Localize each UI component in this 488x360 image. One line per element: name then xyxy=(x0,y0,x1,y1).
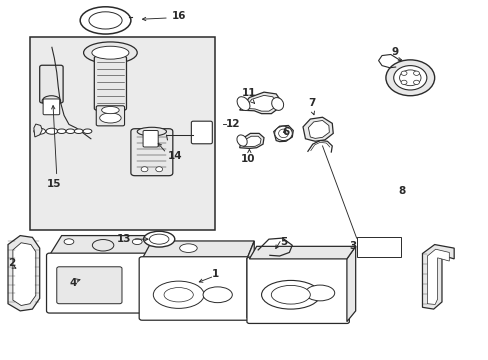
Ellipse shape xyxy=(305,285,334,301)
Ellipse shape xyxy=(92,46,129,59)
Polygon shape xyxy=(303,117,332,141)
Polygon shape xyxy=(249,246,355,259)
Ellipse shape xyxy=(413,80,419,85)
Text: 16: 16 xyxy=(171,11,185,21)
Text: 8: 8 xyxy=(397,186,405,197)
Polygon shape xyxy=(49,235,168,255)
Ellipse shape xyxy=(92,239,114,251)
Bar xyxy=(30,37,215,230)
FancyBboxPatch shape xyxy=(40,65,63,103)
Text: 6: 6 xyxy=(282,127,289,136)
Ellipse shape xyxy=(42,96,61,107)
Polygon shape xyxy=(273,126,293,141)
Polygon shape xyxy=(13,243,36,306)
Ellipse shape xyxy=(400,71,406,75)
FancyBboxPatch shape xyxy=(139,257,249,320)
FancyBboxPatch shape xyxy=(143,131,158,147)
Ellipse shape xyxy=(34,128,45,134)
Ellipse shape xyxy=(237,97,249,111)
Ellipse shape xyxy=(149,234,168,244)
Polygon shape xyxy=(308,121,329,138)
Text: 7: 7 xyxy=(307,98,315,108)
Ellipse shape xyxy=(141,167,148,172)
Text: 13: 13 xyxy=(117,234,131,244)
Ellipse shape xyxy=(89,12,122,29)
Text: 11: 11 xyxy=(242,88,256,98)
FancyBboxPatch shape xyxy=(96,106,124,126)
Polygon shape xyxy=(8,235,40,311)
Ellipse shape xyxy=(102,107,119,114)
FancyBboxPatch shape xyxy=(43,99,60,115)
Ellipse shape xyxy=(261,280,320,309)
Polygon shape xyxy=(422,244,453,309)
FancyBboxPatch shape xyxy=(191,121,212,144)
Ellipse shape xyxy=(80,7,131,34)
Text: 10: 10 xyxy=(241,154,255,164)
FancyBboxPatch shape xyxy=(57,267,122,304)
Polygon shape xyxy=(244,95,276,111)
FancyBboxPatch shape xyxy=(46,253,162,313)
Bar xyxy=(356,237,400,257)
Text: 15: 15 xyxy=(47,179,61,189)
Ellipse shape xyxy=(46,128,58,134)
FancyBboxPatch shape xyxy=(131,129,172,176)
Polygon shape xyxy=(427,249,448,305)
Ellipse shape xyxy=(399,70,420,86)
Ellipse shape xyxy=(271,285,310,304)
Ellipse shape xyxy=(237,135,246,146)
Text: 9: 9 xyxy=(390,48,397,57)
Text: 12: 12 xyxy=(225,120,240,129)
FancyBboxPatch shape xyxy=(246,257,348,323)
Polygon shape xyxy=(346,246,355,321)
Ellipse shape xyxy=(274,126,292,140)
Ellipse shape xyxy=(66,129,75,134)
Polygon shape xyxy=(159,235,168,311)
Polygon shape xyxy=(246,241,254,318)
Ellipse shape xyxy=(179,244,197,252)
Text: 14: 14 xyxy=(167,150,182,161)
Ellipse shape xyxy=(57,129,66,134)
Ellipse shape xyxy=(163,288,193,302)
Text: 2: 2 xyxy=(8,258,15,268)
Ellipse shape xyxy=(278,129,288,138)
Ellipse shape xyxy=(271,98,283,111)
Text: 5: 5 xyxy=(279,237,286,247)
Text: 1: 1 xyxy=(211,269,219,279)
Ellipse shape xyxy=(100,113,121,123)
Polygon shape xyxy=(239,134,264,148)
Polygon shape xyxy=(34,124,42,137)
Ellipse shape xyxy=(156,167,162,172)
Ellipse shape xyxy=(74,129,83,134)
Ellipse shape xyxy=(83,129,92,134)
Ellipse shape xyxy=(413,71,419,75)
Ellipse shape xyxy=(83,42,137,63)
Ellipse shape xyxy=(385,60,434,96)
Ellipse shape xyxy=(400,80,406,85)
Ellipse shape xyxy=(132,239,142,244)
Text: 3: 3 xyxy=(349,241,356,251)
Polygon shape xyxy=(142,241,254,259)
Ellipse shape xyxy=(153,281,203,309)
Ellipse shape xyxy=(137,127,166,136)
Ellipse shape xyxy=(203,287,232,303)
Ellipse shape xyxy=(143,231,174,247)
Polygon shape xyxy=(239,92,281,114)
Text: 4: 4 xyxy=(69,278,77,288)
Ellipse shape xyxy=(393,66,426,90)
Polygon shape xyxy=(243,136,261,147)
Ellipse shape xyxy=(64,239,74,244)
FancyBboxPatch shape xyxy=(94,56,126,110)
